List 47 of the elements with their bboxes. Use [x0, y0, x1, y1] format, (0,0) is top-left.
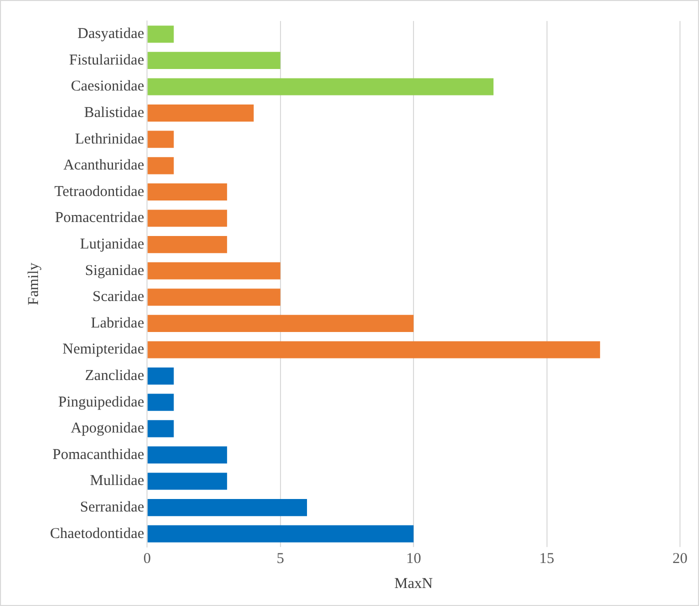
x-tick-label: 10: [406, 550, 422, 567]
bar: [148, 262, 280, 280]
y-tick-label: Caesionidae: [70, 78, 144, 95]
bar: [148, 210, 228, 227]
y-tick-label: Mullidae: [90, 473, 144, 490]
y-tick-label: Zanclidae: [85, 368, 144, 384]
bar: [148, 341, 600, 358]
y-tick-label: Pinguipedidae: [58, 394, 144, 410]
y-tick-label: Nemipteridae: [62, 342, 144, 358]
bar: [148, 288, 280, 306]
bar: [148, 236, 228, 254]
bar: [148, 26, 174, 43]
x-tick-label: 5: [276, 550, 284, 567]
y-tick-label: Lutjanidae: [80, 236, 144, 252]
y-tick-label: Lethrinidae: [75, 131, 144, 148]
bar: [148, 499, 307, 516]
bar: [148, 157, 174, 174]
y-tick-label: Balistidae: [84, 104, 144, 121]
bar: [148, 314, 414, 332]
y-tick-label: Labridae: [90, 315, 144, 332]
y-tick-label: Tetraodontidae: [54, 184, 144, 200]
bar: [148, 525, 414, 542]
y-tick-label: Dasyatidae: [78, 26, 144, 42]
y-axis-title: Family: [26, 262, 42, 306]
y-tick-label: Serranidae: [80, 499, 144, 516]
y-tick-label: Apogonidae: [70, 420, 144, 437]
bar: [148, 368, 174, 385]
y-tick-label: Chaetodontidae: [50, 526, 144, 542]
bar: [148, 183, 228, 200]
x-tick-label: 15: [539, 550, 554, 567]
bar: [148, 130, 174, 148]
y-tick-label: Fistulariidae: [69, 52, 144, 68]
x-tick-label: 0: [143, 550, 151, 567]
bar: [148, 78, 494, 96]
bar: [148, 104, 254, 122]
bar: [148, 472, 228, 490]
y-tick-label: Pomacentridae: [55, 210, 144, 226]
y-tick-label: Siganidae: [84, 262, 144, 279]
bar: [148, 446, 228, 464]
x-axis-title: MaxN: [394, 576, 433, 592]
x-tick-label: 20: [672, 550, 688, 567]
bar: [148, 52, 280, 69]
y-tick-label: Pomacanthidae: [52, 446, 144, 463]
bar: [148, 394, 174, 411]
bar: [148, 420, 174, 438]
y-tick-label: Scaridae: [92, 289, 144, 306]
y-tick-label: Acanthuridae: [63, 158, 144, 174]
